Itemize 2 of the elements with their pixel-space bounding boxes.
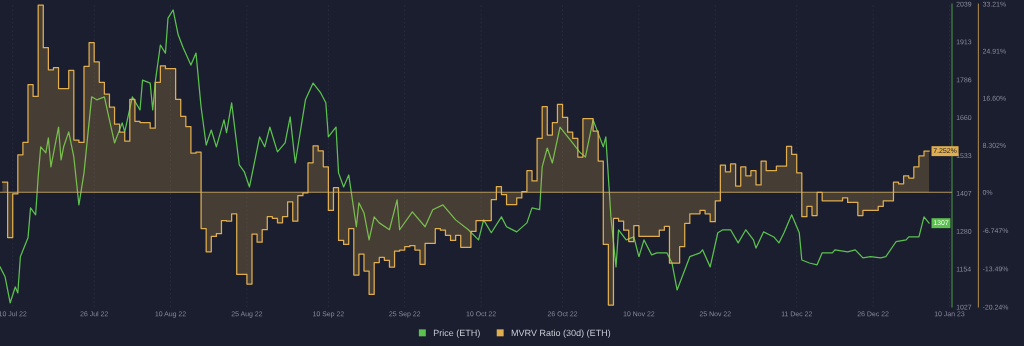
legend-label: MVRV Ratio (30d) (ETH) [511, 329, 611, 338]
legend-label: Price (ETH) [433, 329, 480, 338]
